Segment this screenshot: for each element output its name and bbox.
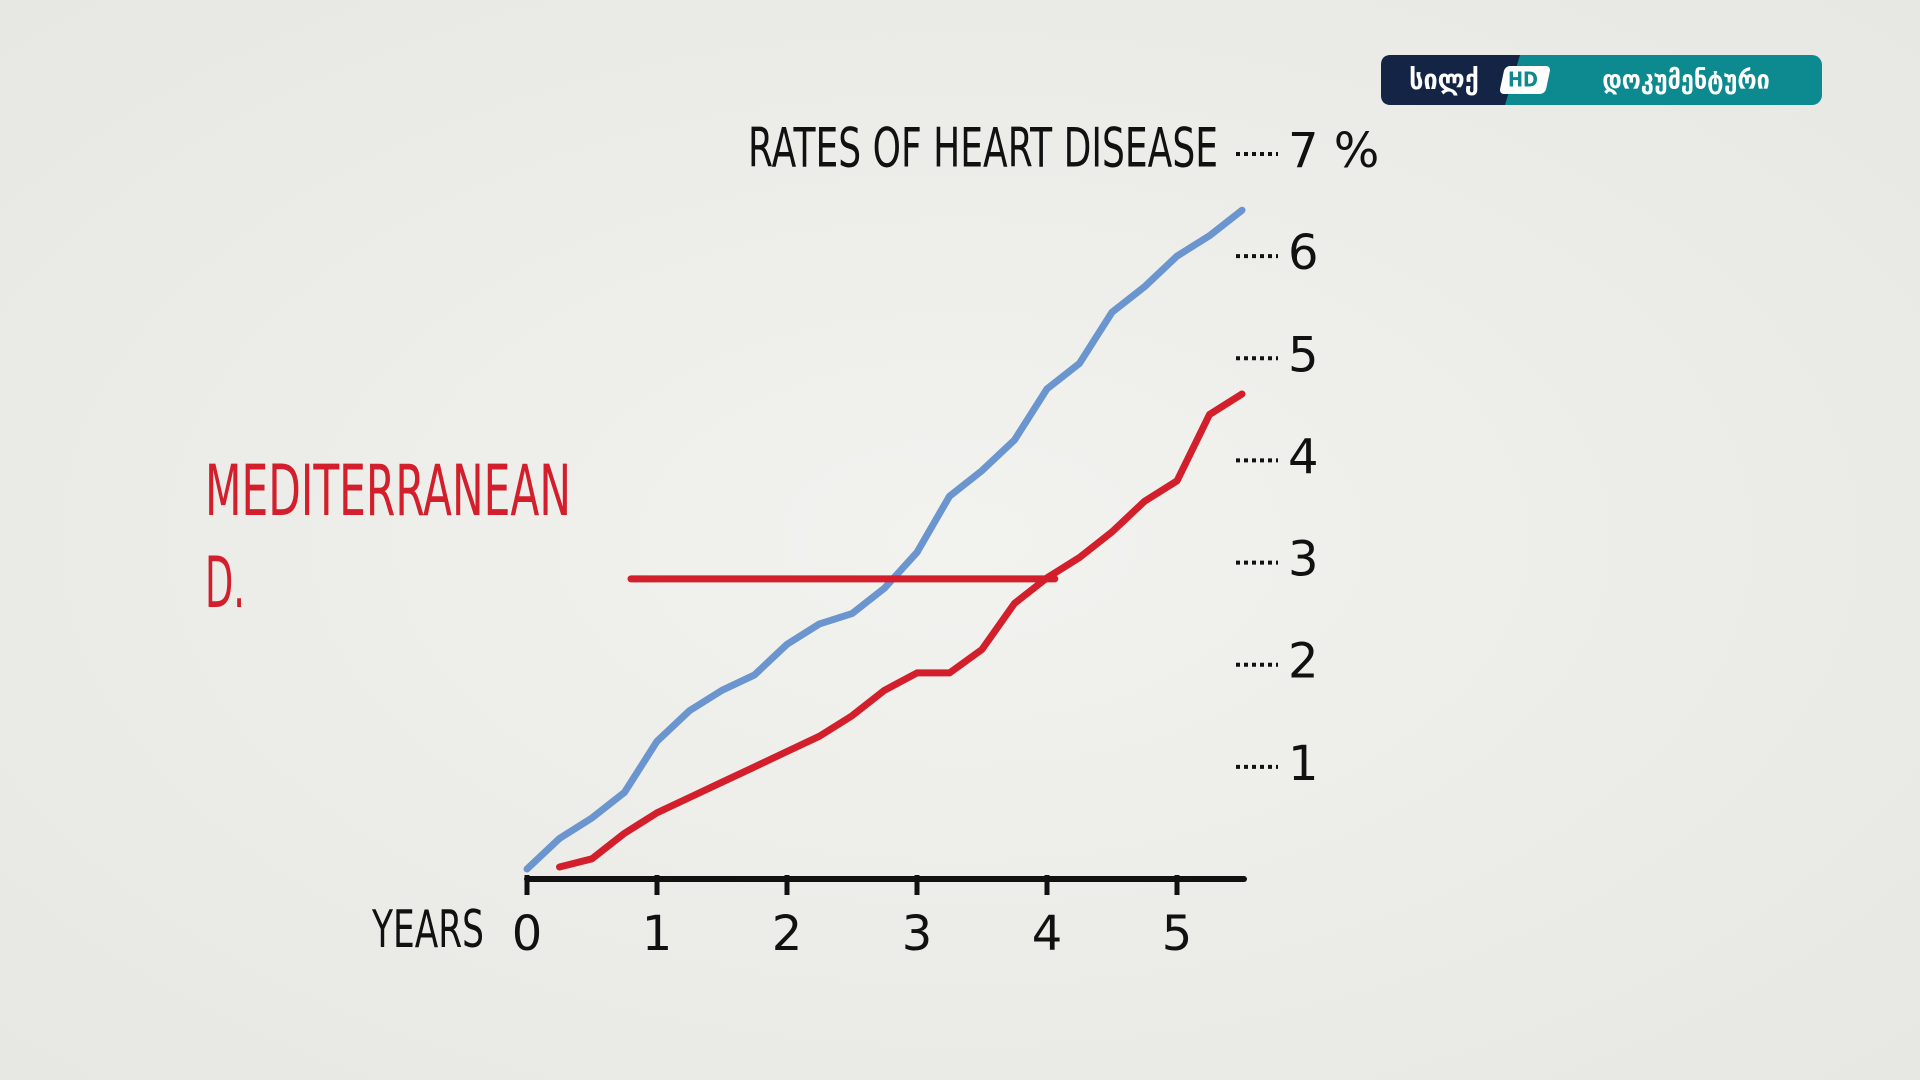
- y-tick-label: 2: [1288, 634, 1319, 690]
- logo-badge: HD: [1508, 68, 1538, 92]
- logo-left: [1381, 55, 1520, 105]
- annotation: D.: [205, 542, 245, 624]
- x-tick-label: 5: [1162, 906, 1193, 962]
- logo-label: დოკუმენტური: [1602, 66, 1770, 96]
- y-tick-label: 7 %: [1288, 123, 1379, 179]
- logo-badge-bg: [1499, 66, 1551, 94]
- y-tick-label: 4: [1288, 429, 1319, 485]
- x-tick-label: 0: [512, 906, 543, 962]
- line: [523, 206, 1246, 873]
- line: [556, 390, 1246, 871]
- y-tick-label: 1: [1288, 736, 1319, 792]
- x-tick-label: 4: [1032, 906, 1063, 962]
- annotation: MEDITERRANEAN: [205, 450, 571, 532]
- y-tick-label: 3: [1288, 532, 1319, 588]
- x-tick-label: 3: [902, 906, 933, 962]
- x-tick-label: 2: [772, 906, 803, 962]
- logo-brand: სილქ: [1409, 63, 1479, 96]
- chart-title: RATES OF HEART DISEASE: [748, 117, 1218, 180]
- x-tick-label: 1: [642, 906, 673, 962]
- x-axis-label: YEARS: [371, 900, 484, 960]
- y-tick-label: 6: [1288, 225, 1319, 281]
- logo: სილქ HD დოკუმენტური: [1381, 55, 1822, 105]
- y-tick-label: 5: [1288, 327, 1319, 383]
